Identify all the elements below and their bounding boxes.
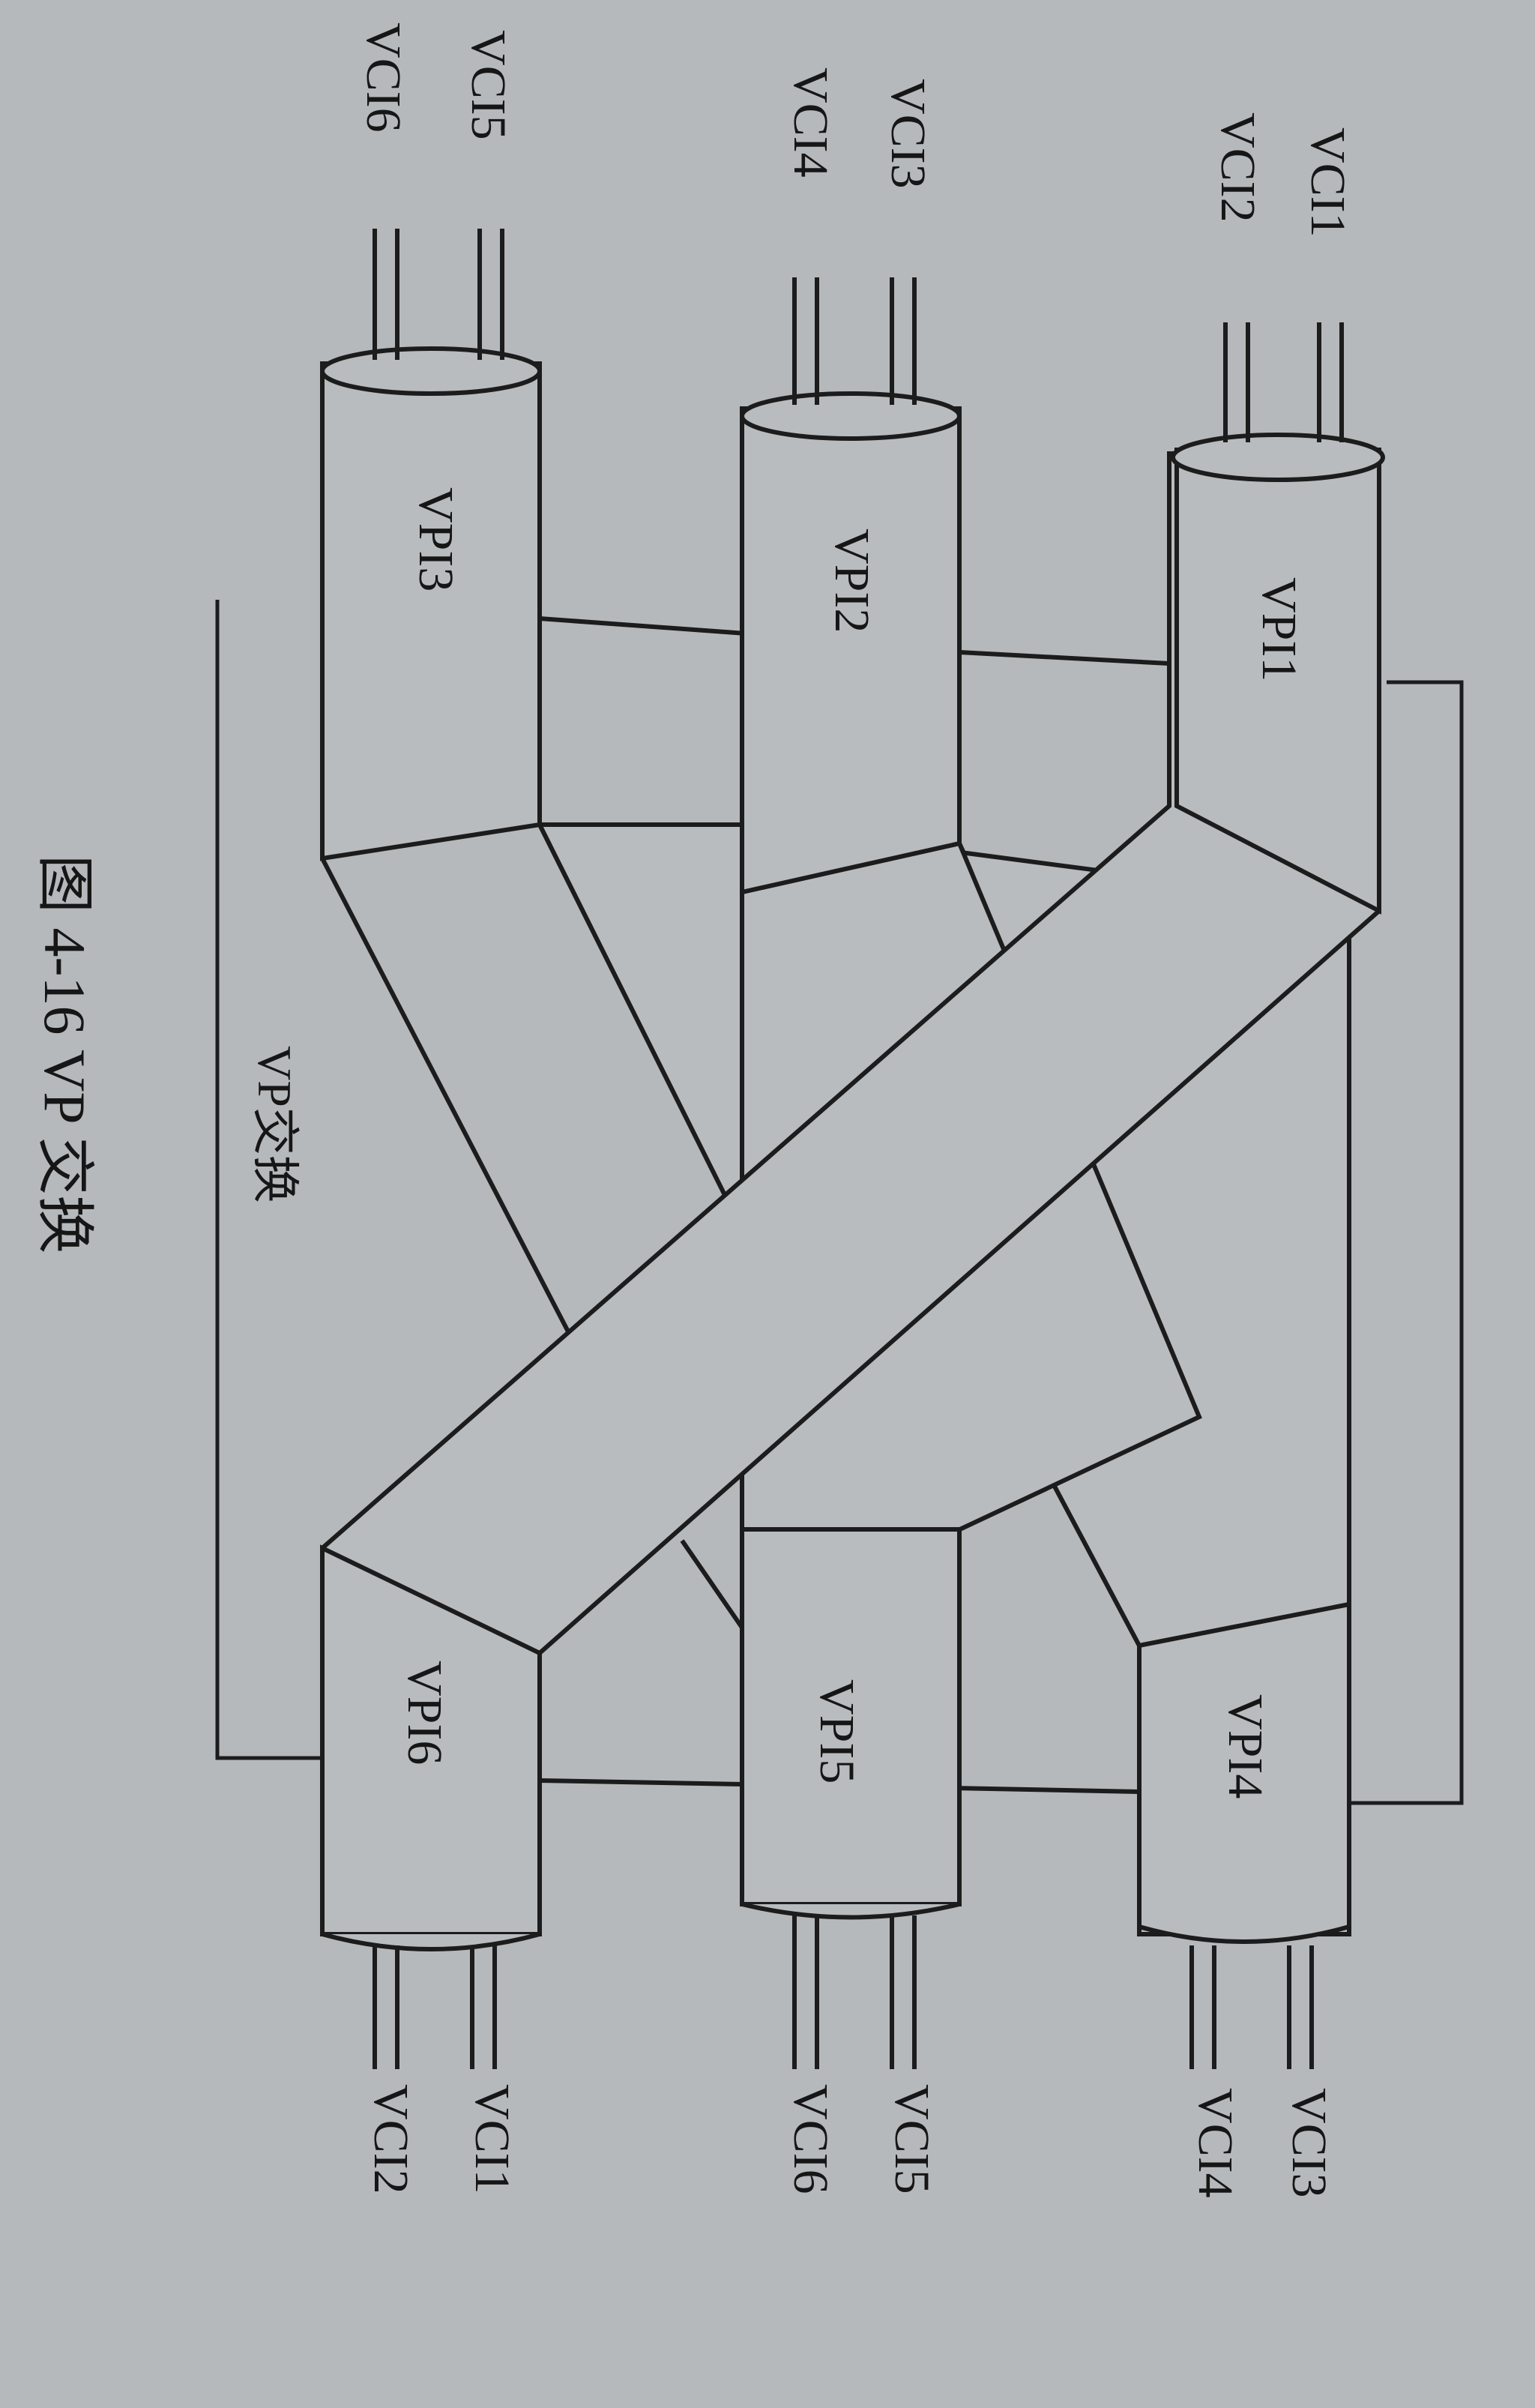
pipe-end-cap (1139, 1924, 1350, 1944)
label-input-vci5: VCI5 (461, 30, 516, 140)
label-output-vci3: VCI3 (1282, 2088, 1336, 2198)
pipe-connector (959, 650, 1170, 666)
switch-label: VP交换 (248, 1046, 301, 1203)
label-input-vci6: VCI6 (356, 22, 411, 133)
label-output-vci1: VCI1 (465, 2084, 519, 2194)
vci-wires-vpi5 (792, 1915, 917, 2069)
switch-frame (215, 600, 1464, 1805)
label-output-vci2: VCI2 (364, 2084, 418, 2194)
label-vpi5: VPI5 (809, 1679, 864, 1784)
label-input-vci1: VCI1 (1300, 127, 1355, 238)
pipe-end-cap (320, 346, 542, 396)
crossing-line (320, 857, 572, 1336)
label-vpi1: VPI1 (1252, 577, 1306, 681)
vci-wires-vpi3 (373, 229, 504, 360)
pipe-connector (539, 616, 747, 636)
label-output-vci5: VCI5 (884, 2084, 939, 2194)
label-vpi3: VPI3 (408, 487, 463, 592)
pipe-connector (951, 1786, 1140, 1794)
label-input-vci4: VCI4 (783, 67, 838, 178)
label-vpi4: VPI4 (1218, 1694, 1273, 1799)
pipe-end-cap (1171, 433, 1385, 482)
label-vpi2: VPI2 (824, 529, 879, 633)
pipe-connector (539, 1778, 743, 1787)
vci-wires-vpi1 (1223, 322, 1344, 442)
vci-wires-vpi6 (373, 1945, 497, 2069)
label-output-vci6: VCI6 (783, 2084, 838, 2194)
pipe-end-cap (740, 391, 962, 441)
label-input-vci2: VCI2 (1210, 112, 1265, 223)
pipe-vpi2 (740, 406, 962, 895)
label-output-vci4: VCI4 (1188, 2088, 1243, 2198)
pipe-end-cap (322, 1932, 540, 1951)
pipe-end-cap (741, 1902, 960, 1920)
label-input-vci3: VCI3 (881, 79, 935, 189)
pipe-vpi3 (320, 361, 542, 861)
label-vpi6: VPI6 (397, 1661, 452, 1765)
figure-caption: 图 4-16 VP 交换 (32, 855, 97, 1253)
pipe-vpi4 (1137, 1601, 1351, 1936)
vci-wires-vpi2 (792, 277, 917, 405)
vci-wires-vpi4 (1189, 1945, 1314, 2069)
